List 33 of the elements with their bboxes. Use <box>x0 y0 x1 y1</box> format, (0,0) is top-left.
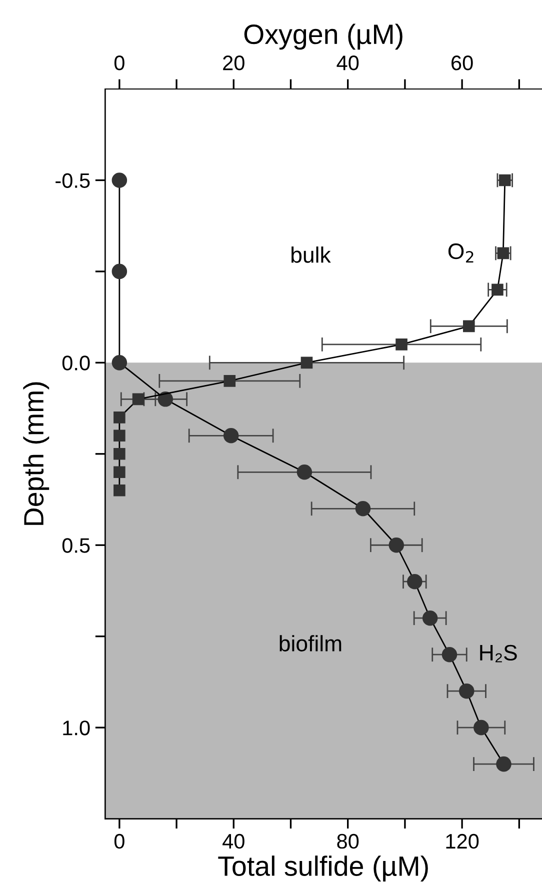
point <box>112 264 128 280</box>
point <box>112 172 128 188</box>
point <box>355 500 371 516</box>
x-tick-label: 120 <box>446 834 479 849</box>
x-axis-title: Total sulfide (µM) <box>218 856 428 882</box>
x2-tick-label: 20 <box>223 56 244 70</box>
point <box>496 756 512 772</box>
point <box>158 392 174 407</box>
x-tick-label: 80 <box>337 834 359 849</box>
point <box>388 537 404 553</box>
y-tick-label: -0.5 <box>56 173 90 188</box>
x2-axis-title: Oxygen (µM) <box>244 24 402 50</box>
point <box>407 574 422 590</box>
x2-tick-label: 60 <box>452 56 473 70</box>
x-tick-label: 0 <box>114 834 124 849</box>
point <box>422 610 438 626</box>
y-axis-title: Depth (mm) <box>23 382 50 525</box>
point <box>442 646 458 662</box>
y-tick-label: 1.0 <box>63 720 90 736</box>
x2-tick-label: 0 <box>114 56 124 70</box>
annotation: bulk <box>292 246 331 263</box>
point <box>112 355 128 370</box>
series-label: H₂S <box>480 644 517 662</box>
point <box>296 464 312 480</box>
y-tick-label: 0.5 <box>62 538 90 553</box>
series-label: O$_{2}$ <box>448 243 474 263</box>
point <box>474 720 489 736</box>
x2-tick-label: 40 <box>336 56 359 70</box>
x-tick-label: 40 <box>222 834 244 849</box>
point <box>458 683 474 699</box>
y-tick-label: 0.0 <box>62 356 90 370</box>
band-label: biofilm <box>280 635 342 652</box>
point <box>223 428 239 444</box>
